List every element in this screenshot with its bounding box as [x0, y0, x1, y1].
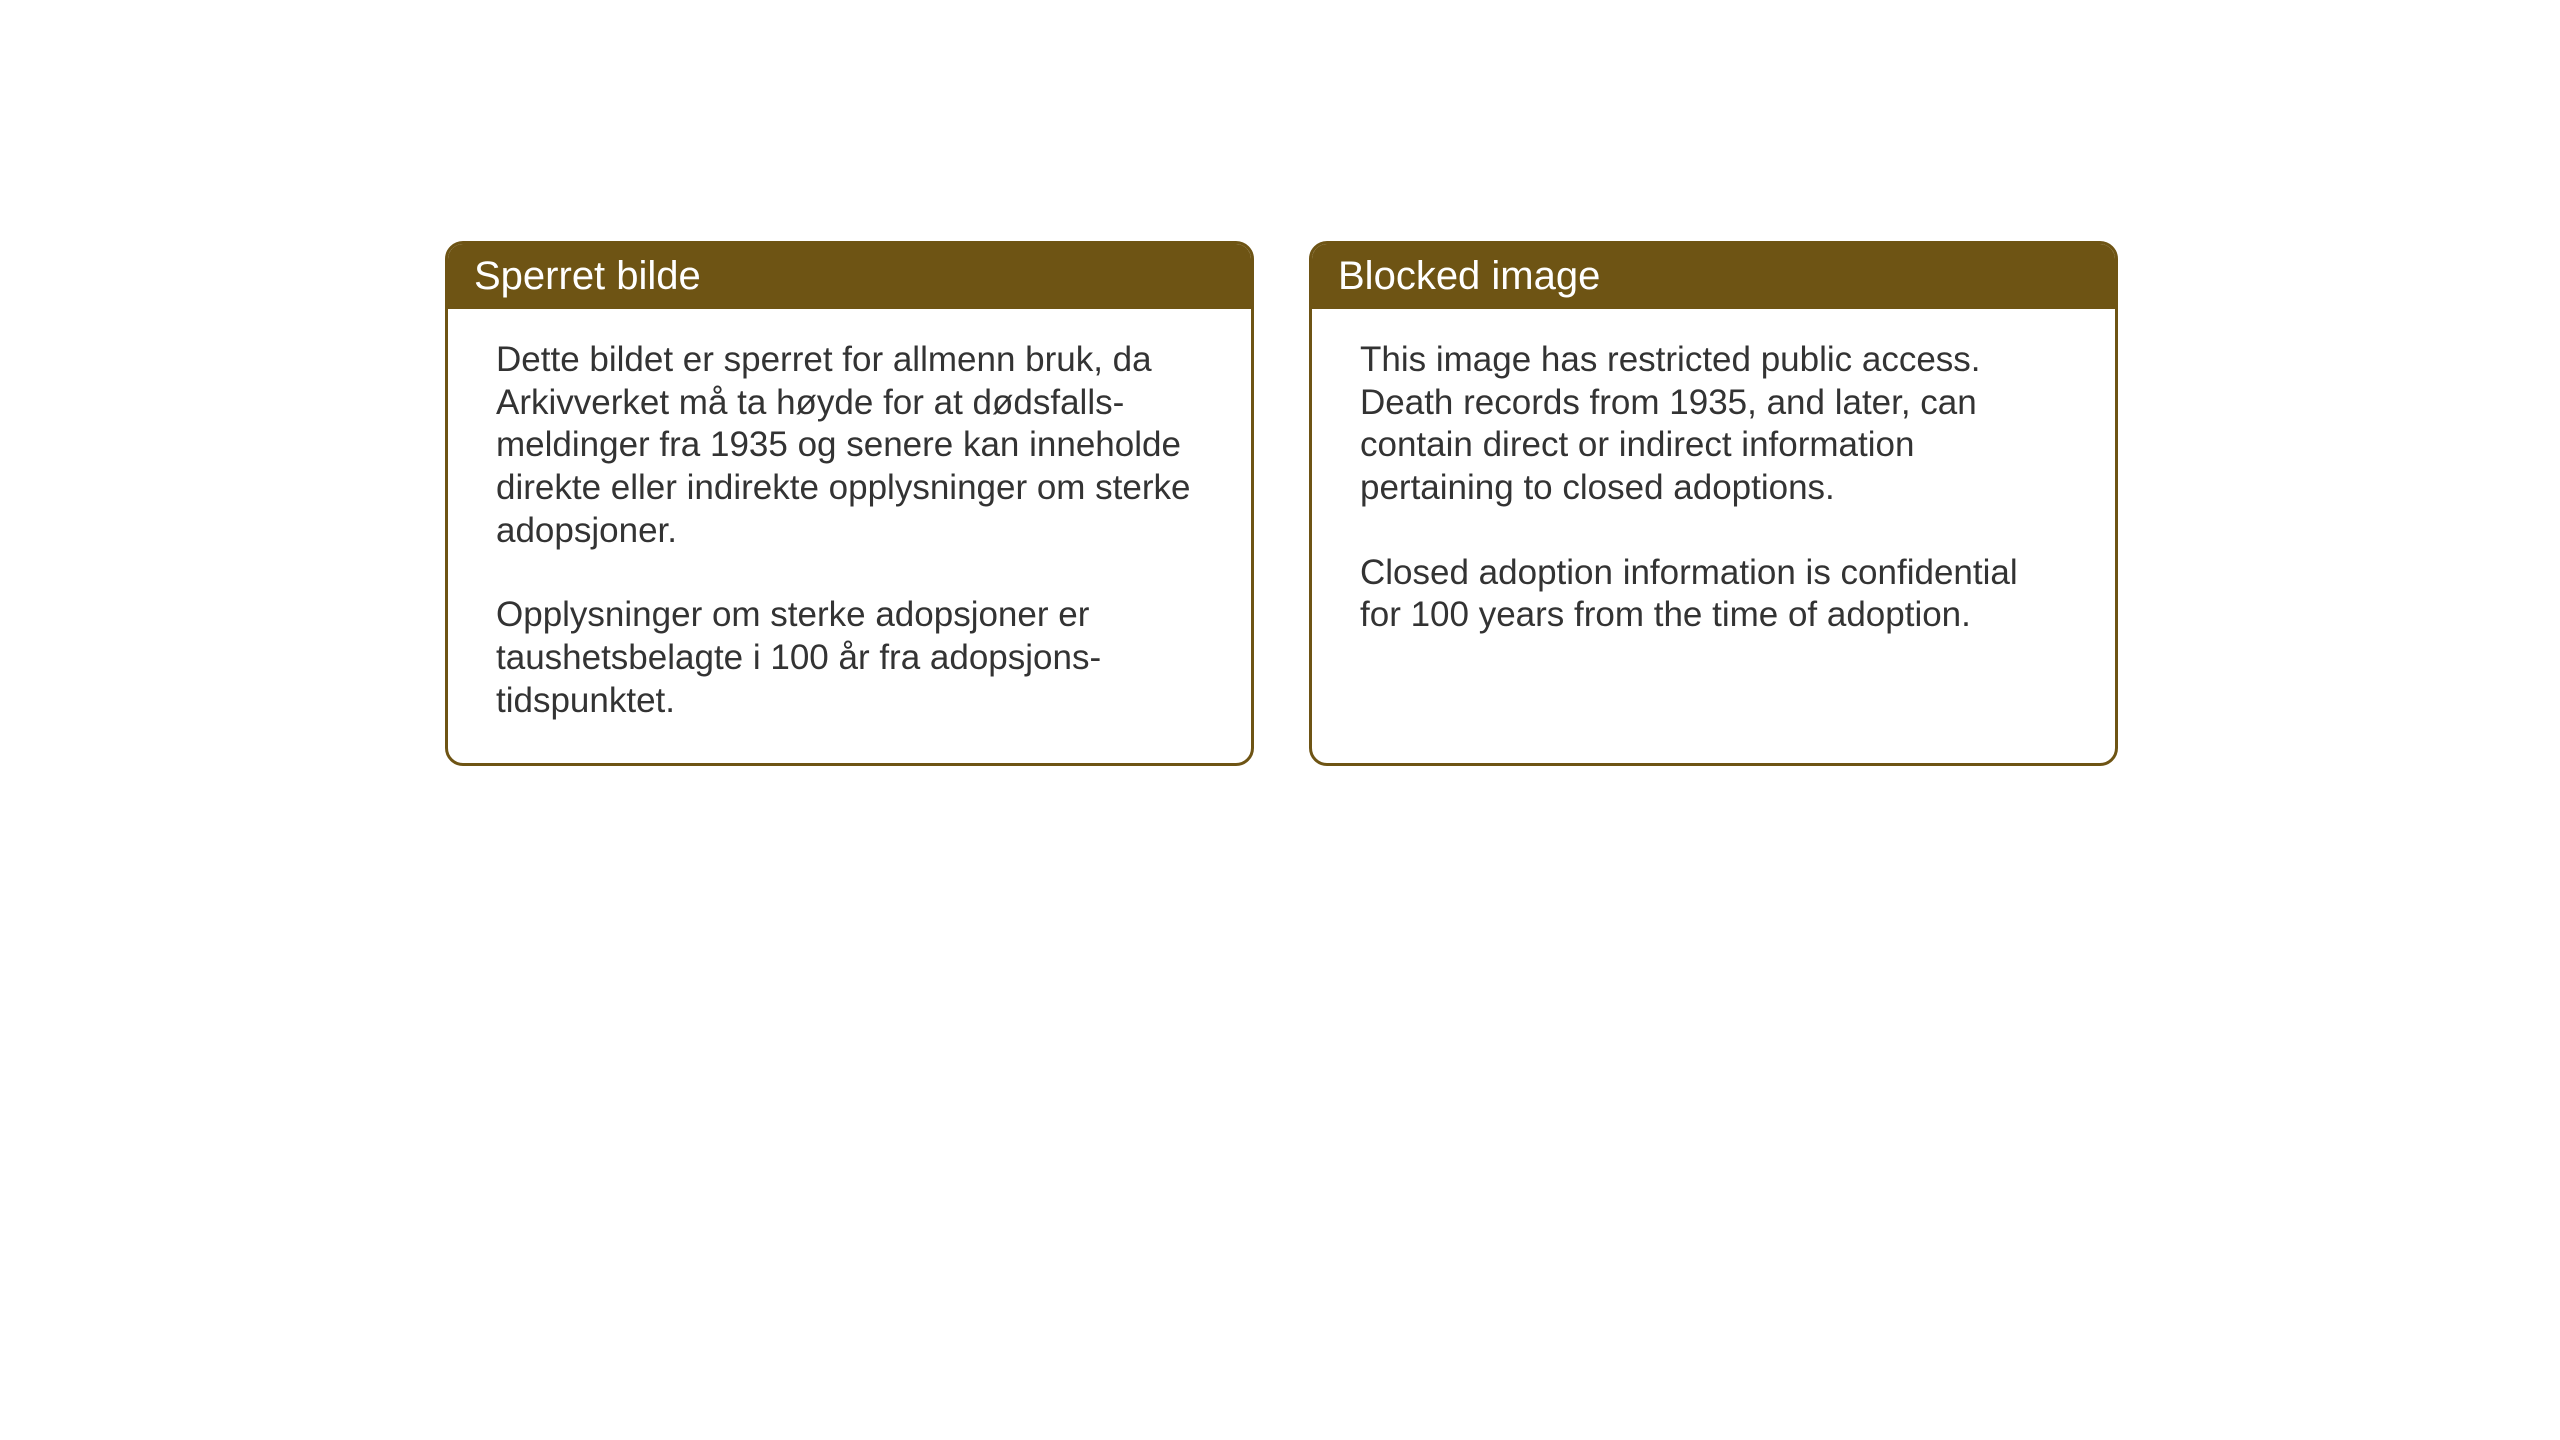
notice-title: Sperret bilde: [474, 254, 701, 298]
notice-paragraph: Dette bildet er sperret for allmenn bruk…: [496, 339, 1203, 552]
notice-title: Blocked image: [1338, 254, 1600, 298]
notice-card-header: Blocked image: [1312, 244, 2115, 309]
notice-paragraph: Closed adoption information is confident…: [1360, 552, 2067, 637]
notice-card-english: Blocked image This image has restricted …: [1309, 241, 2118, 766]
notice-container: Sperret bilde Dette bildet er sperret fo…: [445, 241, 2118, 766]
notice-card-header: Sperret bilde: [448, 244, 1251, 309]
notice-card-body: Dette bildet er sperret for allmenn bruk…: [448, 309, 1251, 763]
notice-paragraph: Opplysninger om sterke adopsjoner er tau…: [496, 594, 1203, 722]
notice-paragraph: This image has restricted public access.…: [1360, 339, 2067, 510]
notice-card-body: This image has restricted public access.…: [1312, 309, 2115, 747]
notice-card-norwegian: Sperret bilde Dette bildet er sperret fo…: [445, 241, 1254, 766]
